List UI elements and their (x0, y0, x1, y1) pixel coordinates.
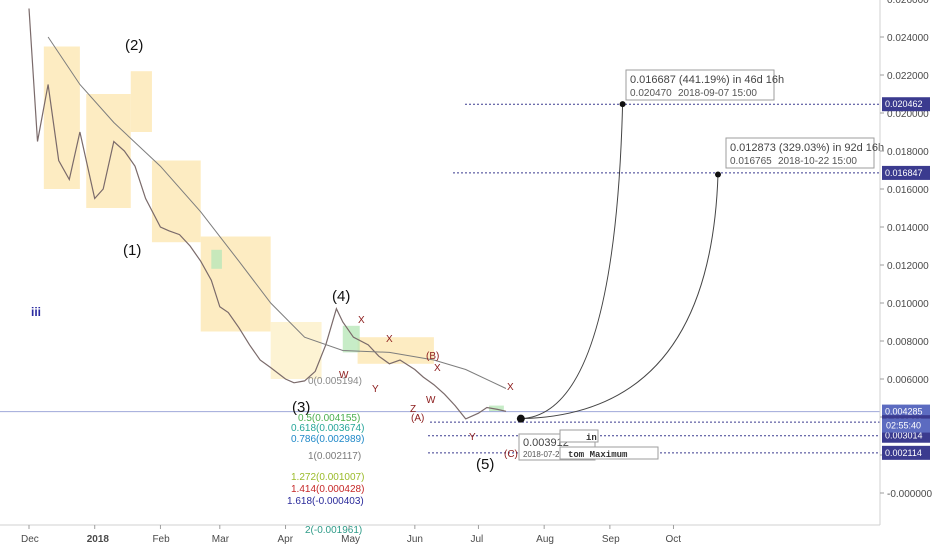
price-series (28, 8, 507, 420)
projection-box (725, 137, 875, 169)
price-tag (882, 445, 930, 460)
y-tick-label: 0.016000 (887, 185, 929, 196)
y-tick-label: 0.008000 (887, 337, 929, 348)
highlight-band (200, 236, 271, 332)
fib-levels: 0(0.005194) 0.5(0.004155)0.618(0.003674)0… (287, 376, 364, 536)
price-tag (882, 165, 930, 180)
countdown-tag (882, 418, 930, 433)
correction-label: (C) (504, 449, 518, 460)
fib-level-label: 1(0.002117) (308, 451, 361, 462)
wave-label: (1) (123, 242, 141, 259)
x-tick-label: Aug (536, 534, 554, 545)
price-tag-label: 0.003014 (885, 431, 923, 441)
price-tag (882, 404, 930, 419)
fib-level-label: 0.618(0.003674) (291, 423, 364, 434)
note-box (559, 446, 659, 460)
wave-label: (2) (125, 37, 143, 54)
moving-average-line (47, 36, 507, 389)
price-tag-label: 0.004285 (885, 407, 923, 417)
start-point-date: 2018-07-21 23:00 (523, 450, 587, 459)
price-tag-label: 0.016847 (885, 168, 923, 178)
x-tick-label: Dec (21, 534, 39, 545)
price-axis: 0.026000 0.024000 0.022000 0.020000 0.018000… (879, 0, 932, 525)
projection-box (625, 69, 775, 101)
price-line (28, 8, 507, 420)
projection-date-label: 2018-09-07 15:00 (678, 88, 757, 99)
time-axis: Dec 2018 Feb Mar Apr May Jun Jul Aug Sep Oct (0, 524, 880, 545)
projection-change-label: 0.016687 (441.19%) in 46d 16h (630, 74, 784, 86)
y-tick-label: 0.014000 (887, 223, 929, 234)
highlight-band (130, 71, 152, 132)
x-tick-label: May (341, 534, 360, 545)
correction-label: Y (469, 432, 476, 443)
x-tick-label: Oct (665, 534, 681, 545)
fib-level-label: 1.414(0.000428) (291, 484, 364, 495)
correction-label: W (426, 395, 436, 406)
price-tag-label: 0.002114 (885, 448, 922, 458)
correction-label: X (386, 334, 393, 345)
y-tick-label: -0.000000 (887, 489, 932, 500)
start-point-marker (516, 414, 525, 423)
y-tick-label: 0.010000 (887, 299, 929, 310)
wave-label: iii (31, 305, 41, 319)
price-tag (882, 97, 930, 112)
y-tick-label: 0.024000 (887, 33, 929, 44)
highlight-band (151, 160, 201, 243)
highlight-band (357, 337, 434, 364)
y-tick-label: 0.018000 (887, 147, 929, 158)
countdown-label: 02:55:40 (886, 421, 921, 431)
projection-price-label: 0.016765 (730, 156, 772, 167)
highlight-band (211, 249, 222, 269)
fib-level-label: 1.272(0.001007) (291, 472, 364, 483)
projection-price-label: 0.020470 (630, 88, 672, 99)
fib-level-label: 2(-0.001961) (305, 525, 362, 536)
note-box (559, 429, 599, 443)
y-tick-label: 0.020000 (887, 109, 929, 120)
highlight-band (43, 46, 80, 189)
correction-label: Y (372, 384, 379, 395)
y-tick-label: 0.012000 (887, 261, 929, 272)
projection-date-label: 2018-10-22 15:00 (778, 156, 857, 167)
projections: 0.016687 (441.19%) in 46d 16h 0.020470 201… (516, 69, 884, 461)
correction-label: X (358, 315, 365, 326)
highlight-band (86, 94, 131, 208)
projection-arc (520, 174, 719, 420)
correction-label: (A) (411, 413, 424, 424)
correction-label: (B) (426, 351, 439, 362)
projection-target-marker (619, 101, 626, 108)
y-tick-label: 0.006000 (887, 375, 929, 386)
start-point-price: 0.003912 (523, 437, 569, 449)
fib-level-label: 0.5(0.004155) (298, 413, 360, 424)
wave-label: (3) (292, 399, 310, 416)
fib-level-label: 0.786(0.002989) (291, 434, 364, 445)
fib-level-label: 0(0.005194) (308, 376, 362, 387)
x-tick-label: Jul (470, 534, 483, 545)
wave-label: (5) (476, 456, 494, 473)
x-tick-label: Sep (602, 534, 620, 545)
correction-label: X (434, 363, 441, 374)
correction-label: X (507, 382, 514, 393)
projection-target-marker (715, 171, 721, 178)
correction-label: Z (410, 404, 416, 415)
y-tick-label: 0.022000 (887, 71, 929, 82)
fib-level-label: 1.618(-0.000403) (287, 496, 364, 507)
correction-label: W (339, 370, 349, 381)
x-tick-label: Jun (407, 534, 423, 545)
note-text: in (586, 433, 597, 443)
x-tick-label: Mar (212, 534, 230, 545)
wave-label: (4) (332, 288, 350, 305)
projection-arc (520, 104, 624, 420)
note-text: tom Maximum (568, 450, 628, 460)
x-tick-label: Feb (152, 534, 170, 545)
highlight-band (270, 322, 322, 379)
x-tick-label: 2018 (87, 534, 110, 545)
price-tag-label: 0.020462 (885, 99, 923, 109)
x-tick-label: Apr (278, 534, 294, 545)
y-tick-label: 0.026000 (887, 0, 929, 6)
projection-change-label: 0.012873 (329.03%) in 92d 16h (730, 142, 884, 154)
highlight-band (342, 325, 360, 353)
highlight-band (489, 405, 504, 412)
